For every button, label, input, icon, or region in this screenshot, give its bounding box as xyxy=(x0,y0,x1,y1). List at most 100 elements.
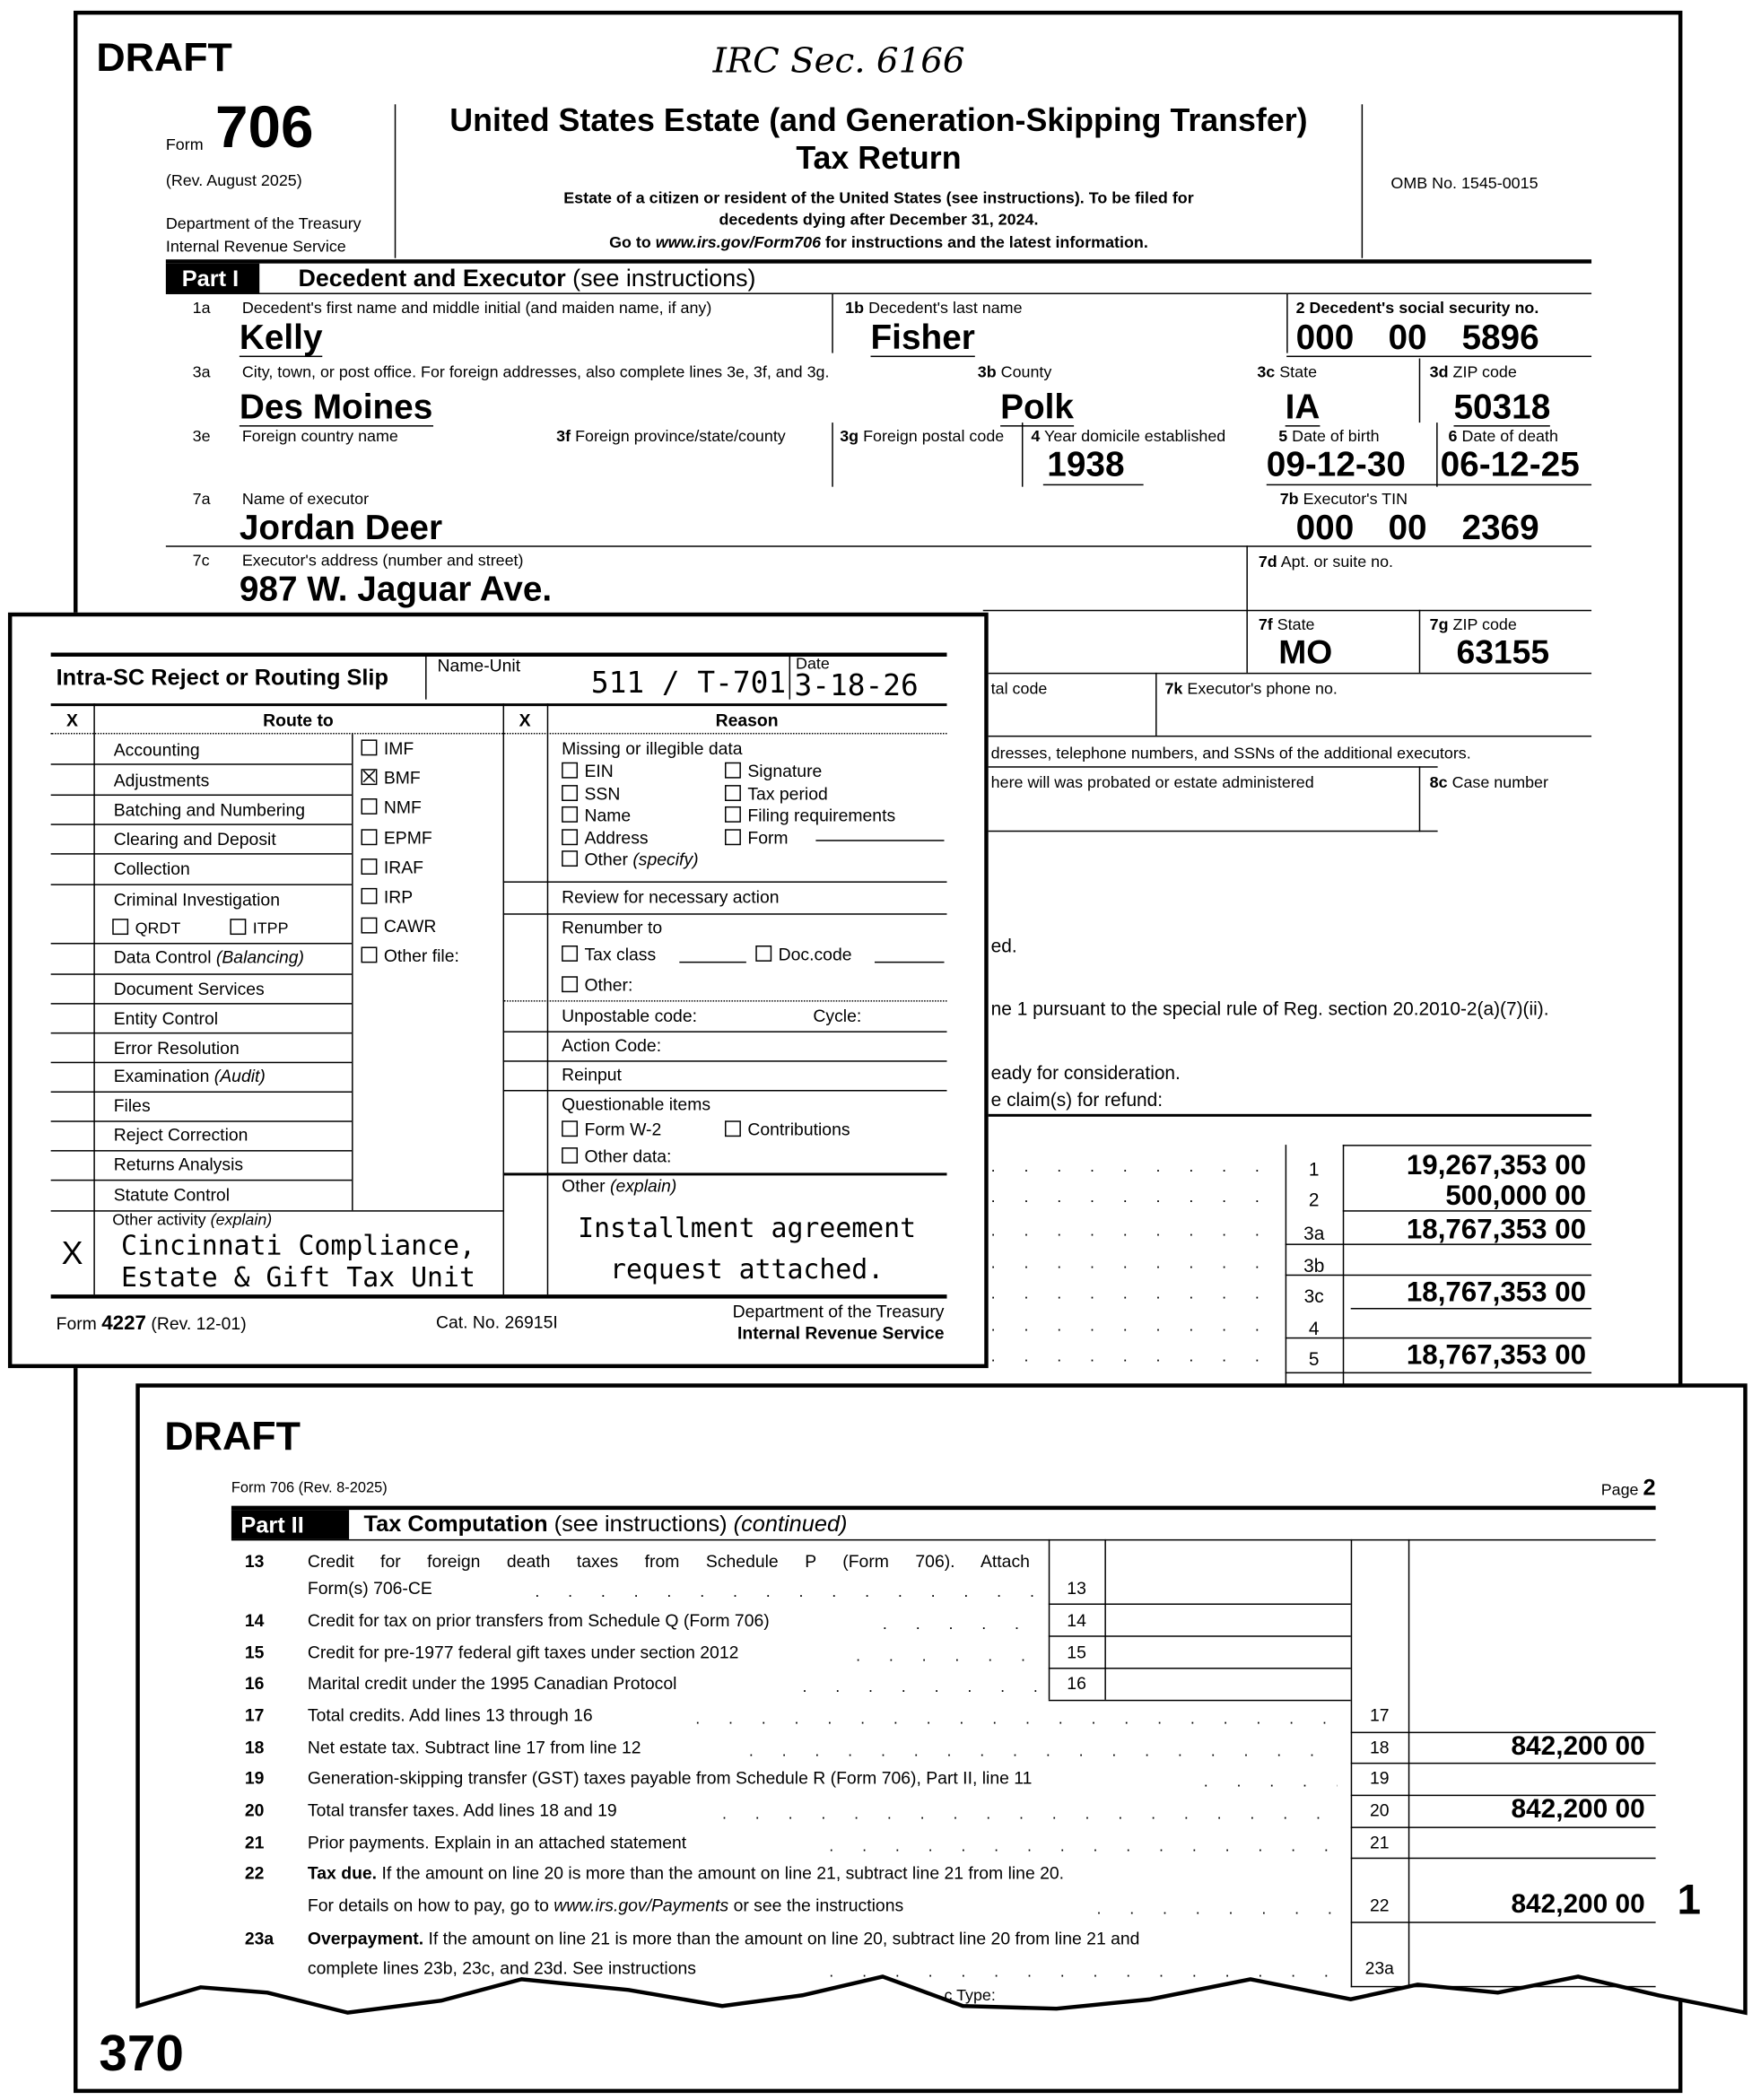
file-type-checkbox[interactable] xyxy=(361,917,378,934)
decedent-county[interactable]: Polk xyxy=(1000,386,1074,427)
line-amount[interactable]: 842,200 00 xyxy=(1511,1889,1645,1920)
date-value[interactable]: 3-18-26 xyxy=(794,669,919,704)
renumber-other-option[interactable]: Other: xyxy=(562,976,632,994)
missing-data-option[interactable]: Other (specify) xyxy=(562,850,699,868)
missing-data-option[interactable]: Tax period xyxy=(725,784,828,802)
route-item[interactable]: Collection xyxy=(114,860,190,877)
payments-link[interactable]: www.irs.gov/Payments xyxy=(553,1895,729,1915)
route-item[interactable]: Statute Control xyxy=(114,1186,230,1203)
file-type-option[interactable]: EPMF xyxy=(361,828,432,846)
missing-data-option[interactable]: Form xyxy=(725,828,789,846)
qrdt-checkbox[interactable] xyxy=(112,919,129,936)
doc-code-option[interactable]: Doc.code xyxy=(755,945,852,963)
executor-tin-part3[interactable]: 2369 xyxy=(1461,507,1539,547)
file-type-checkbox[interactable] xyxy=(361,947,378,963)
file-type-option[interactable]: Other file: xyxy=(361,947,459,964)
file-type-option[interactable]: IMF xyxy=(361,739,414,757)
line-amount[interactable]: 18,767,353 00 xyxy=(1406,1277,1587,1309)
executor-tin-part1[interactable]: 000 xyxy=(1295,507,1355,547)
decedent-state[interactable]: IA xyxy=(1285,386,1321,427)
file-type-option[interactable]: BMF xyxy=(361,769,421,787)
itpp-checkbox[interactable] xyxy=(230,919,247,936)
file-type-option[interactable]: CAWR xyxy=(361,917,436,935)
line-amount[interactable]: 18,767,353 00 xyxy=(1406,1214,1587,1245)
executor-zip[interactable]: 63155 xyxy=(1456,633,1550,672)
file-type-checkbox[interactable] xyxy=(361,858,378,875)
file-type-checkbox[interactable] xyxy=(361,769,378,786)
form706-link[interactable]: www.irs.gov/Form706 xyxy=(655,232,822,252)
route-item[interactable]: Returns Analysis xyxy=(114,1155,243,1172)
other-data-option[interactable]: Other data: xyxy=(562,1147,671,1164)
missing-data-option[interactable]: EIN xyxy=(562,762,614,780)
line-amount[interactable]: 19,267,353 00 xyxy=(1406,1150,1587,1181)
route-item[interactable]: Examination (Audit) xyxy=(114,1067,266,1085)
decedent-city[interactable]: Des Moines xyxy=(239,386,433,427)
doc-code-checkbox[interactable] xyxy=(755,945,772,962)
missing-data-checkbox[interactable] xyxy=(562,784,579,801)
route-item[interactable]: Accounting xyxy=(114,741,200,758)
missing-data-option[interactable]: Address xyxy=(562,828,649,846)
missing-data-checkbox[interactable] xyxy=(725,784,741,801)
decedent-zip[interactable]: 50318 xyxy=(1453,386,1551,427)
missing-data-checkbox[interactable] xyxy=(562,762,579,779)
file-type-checkbox[interactable] xyxy=(361,887,378,904)
missing-data-checkbox[interactable] xyxy=(725,762,741,779)
route-item[interactable]: Reject Correction xyxy=(114,1126,248,1143)
ssn-part1[interactable]: 000 xyxy=(1295,317,1355,358)
file-type-option[interactable]: NMF xyxy=(361,798,422,816)
other-activity-x-mark[interactable]: X xyxy=(61,1235,83,1272)
unpostable-code[interactable]: Unpostable code: xyxy=(562,1006,697,1026)
route-item[interactable]: Error Resolution xyxy=(114,1039,240,1056)
action-code[interactable]: Action Code: xyxy=(562,1034,662,1056)
route-item[interactable]: Data Control (Balancing) xyxy=(114,948,304,965)
executor-address[interactable]: 987 W. Jaguar Ave. xyxy=(239,568,553,609)
form-w2-checkbox[interactable] xyxy=(562,1120,579,1137)
executor-name[interactable]: Jordan Deer xyxy=(239,507,443,547)
renumber-other-checkbox[interactable] xyxy=(562,976,579,993)
missing-data-checkbox[interactable] xyxy=(562,806,579,823)
route-item[interactable]: Criminal Investigation xyxy=(114,891,280,908)
route-item[interactable]: Files xyxy=(114,1096,151,1113)
name-unit-value[interactable]: 511 / T-701 xyxy=(590,667,787,701)
review-reason[interactable]: Review for necessary action xyxy=(562,886,780,907)
missing-data-option[interactable]: Filing requirements xyxy=(725,806,895,823)
other-reason-value-2[interactable]: request attached. xyxy=(610,1252,885,1285)
executor-tin-part2[interactable]: 00 xyxy=(1388,507,1427,547)
route-item[interactable]: Clearing and Deposit xyxy=(114,831,276,848)
ssn-part2[interactable]: 00 xyxy=(1388,317,1427,358)
missing-data-checkbox[interactable] xyxy=(562,850,579,867)
missing-data-checkbox[interactable] xyxy=(562,828,579,845)
ssn-part3[interactable]: 5896 xyxy=(1461,317,1539,358)
file-type-checkbox[interactable] xyxy=(361,828,378,845)
reinput-reason[interactable]: Reinput xyxy=(562,1064,622,1085)
qrdt-option[interactable]: QRDT xyxy=(112,919,180,937)
decedent-first-name[interactable]: Kelly xyxy=(239,317,323,358)
executor-state[interactable]: MO xyxy=(1278,633,1333,672)
date-of-death[interactable]: 06-12-25 xyxy=(1440,443,1580,484)
file-type-checkbox[interactable] xyxy=(361,739,378,756)
form-w2-option[interactable]: Form W-2 xyxy=(562,1120,661,1138)
date-of-birth[interactable]: 09-12-30 xyxy=(1266,443,1406,484)
tax-class-option[interactable]: Tax class xyxy=(562,945,656,963)
line-amount[interactable]: 18,767,353 00 xyxy=(1406,1339,1587,1372)
other-reason-value-1[interactable]: Installment agreement xyxy=(578,1211,917,1244)
missing-data-checkbox[interactable] xyxy=(725,828,741,845)
missing-data-checkbox[interactable] xyxy=(725,806,741,823)
missing-data-option[interactable]: Signature xyxy=(725,762,822,780)
line-amount[interactable]: 500,000 00 xyxy=(1445,1181,1587,1212)
tax-class-checkbox[interactable] xyxy=(562,945,579,962)
other-activity-value-2[interactable]: Estate & Gift Tax Unit xyxy=(120,1260,475,1294)
line-amount[interactable]: 842,200 00 xyxy=(1511,1731,1645,1762)
decedent-last-name[interactable]: Fisher xyxy=(870,317,975,358)
missing-data-option[interactable]: SSN xyxy=(562,784,620,802)
route-item[interactable]: Document Services xyxy=(114,980,265,998)
itpp-option[interactable]: ITPP xyxy=(230,919,289,937)
missing-data-option[interactable]: Name xyxy=(562,806,631,823)
file-type-option[interactable]: IRAF xyxy=(361,858,423,876)
other-activity-value-1[interactable]: Cincinnati Compliance, xyxy=(120,1229,475,1261)
route-item[interactable]: Batching and Numbering xyxy=(114,801,305,818)
line-amount[interactable]: 842,200 00 xyxy=(1511,1794,1645,1825)
contributions-option[interactable]: Contributions xyxy=(725,1120,850,1138)
contributions-checkbox[interactable] xyxy=(725,1120,741,1137)
year-domicile[interactable]: 1938 xyxy=(1047,443,1125,484)
